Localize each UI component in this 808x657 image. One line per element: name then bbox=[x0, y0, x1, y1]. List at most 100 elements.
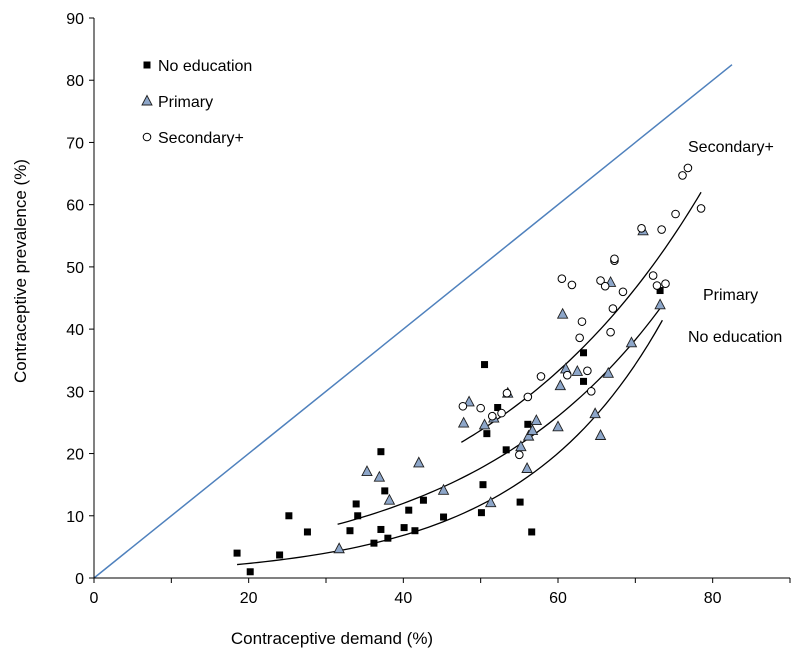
point-secondary bbox=[652, 281, 662, 290]
point-primary bbox=[437, 483, 450, 495]
point-secondary bbox=[523, 392, 533, 402]
point-primary bbox=[602, 366, 615, 378]
legend-label-secondary: Secondary+ bbox=[158, 130, 244, 147]
curve-label-no-education: No education bbox=[688, 329, 782, 346]
y-tick-label: 60 bbox=[66, 198, 84, 215]
point-primary bbox=[522, 429, 535, 441]
point-primary bbox=[383, 493, 396, 505]
point-no-education bbox=[384, 534, 392, 542]
y-tick-label: 70 bbox=[66, 135, 84, 152]
point-no-education bbox=[477, 509, 485, 517]
point-no-education bbox=[419, 496, 427, 504]
series-secondary bbox=[458, 163, 706, 460]
point-secondary bbox=[497, 408, 506, 418]
point-no-education bbox=[524, 420, 532, 428]
point-secondary bbox=[502, 388, 512, 398]
point-no-education bbox=[411, 527, 419, 535]
point-primary bbox=[457, 416, 470, 428]
point-primary bbox=[554, 379, 567, 391]
point-secondary bbox=[608, 304, 618, 313]
point-primary bbox=[361, 465, 373, 477]
legend-marker-no-education bbox=[143, 61, 151, 69]
point-no-education bbox=[352, 500, 360, 508]
point-secondary bbox=[606, 327, 615, 337]
point-secondary bbox=[600, 281, 610, 291]
point-secondary bbox=[657, 225, 666, 234]
curve-label-primary: Primary bbox=[703, 287, 758, 304]
series-primary bbox=[333, 224, 666, 554]
point-no-education bbox=[516, 498, 524, 506]
point-no-education bbox=[285, 512, 293, 520]
y-axis-title: Contraceptive prevalence (%) bbox=[11, 159, 30, 383]
point-primary bbox=[552, 420, 564, 432]
point-no-education bbox=[502, 446, 510, 454]
point-primary bbox=[515, 440, 527, 452]
point-secondary bbox=[596, 276, 605, 285]
point-primary bbox=[654, 298, 666, 310]
point-no-education bbox=[405, 506, 413, 514]
point-secondary bbox=[661, 279, 670, 288]
y-tick-label: 10 bbox=[66, 509, 84, 526]
legend-marker-primary bbox=[141, 94, 153, 106]
point-primary bbox=[521, 462, 533, 473]
x-tick-label: 20 bbox=[240, 590, 258, 607]
point-primary bbox=[333, 542, 345, 554]
y-tick-label: 90 bbox=[66, 11, 84, 28]
point-secondary bbox=[610, 254, 619, 264]
point-secondary bbox=[536, 372, 546, 381]
point-primary bbox=[463, 395, 475, 407]
y-axis: 0 10 20 30 40 50 60 70 80 90 bbox=[66, 11, 95, 588]
point-secondary bbox=[583, 366, 592, 376]
x-tick-label: 40 bbox=[394, 590, 412, 607]
point-no-education bbox=[483, 430, 491, 438]
reference-line bbox=[93, 64, 733, 579]
curve-label-secondary: Secondary+ bbox=[688, 139, 774, 156]
y-tick-label: 0 bbox=[75, 571, 84, 588]
point-secondary bbox=[567, 280, 577, 290]
point-no-education bbox=[580, 349, 588, 357]
series-no-education bbox=[233, 287, 664, 576]
y-tick-label: 80 bbox=[66, 73, 84, 90]
point-no-education bbox=[346, 527, 354, 535]
point-primary bbox=[530, 414, 543, 426]
point-primary bbox=[478, 418, 491, 430]
point-secondary bbox=[678, 171, 687, 180]
plot-area bbox=[233, 163, 706, 576]
point-no-education bbox=[377, 448, 385, 456]
point-secondary bbox=[476, 403, 485, 413]
point-secondary bbox=[618, 287, 628, 297]
point-primary bbox=[526, 424, 539, 435]
point-secondary bbox=[487, 411, 497, 421]
x-axis-title: Contraceptive demand (%) bbox=[231, 629, 433, 648]
point-secondary bbox=[557, 274, 567, 284]
point-primary bbox=[589, 407, 601, 419]
point-no-education bbox=[377, 525, 385, 533]
point-no-education bbox=[246, 568, 254, 576]
legend: No education Primary Secondary+ bbox=[141, 58, 252, 147]
x-tick-label: 60 bbox=[549, 590, 567, 607]
point-no-education bbox=[580, 377, 588, 385]
point-no-education bbox=[479, 481, 487, 489]
point-no-education bbox=[656, 287, 664, 295]
point-primary bbox=[556, 307, 569, 319]
legend-label-primary: Primary bbox=[158, 94, 213, 111]
point-no-education bbox=[494, 404, 502, 412]
point-secondary bbox=[683, 163, 693, 173]
point-no-education bbox=[233, 549, 241, 557]
y-tick-label: 50 bbox=[66, 260, 84, 277]
point-secondary bbox=[458, 401, 468, 411]
point-no-education bbox=[303, 528, 311, 536]
y-tick-label: 40 bbox=[66, 322, 84, 339]
point-no-education bbox=[381, 487, 389, 495]
x-tick-label: 0 bbox=[90, 590, 99, 607]
point-no-education bbox=[440, 513, 448, 521]
point-primary bbox=[571, 364, 584, 376]
point-no-education bbox=[370, 539, 378, 547]
point-no-education bbox=[400, 524, 408, 532]
point-primary bbox=[373, 470, 386, 482]
point-primary bbox=[413, 456, 425, 468]
x-axis: 0 20 40 60 80 bbox=[90, 577, 791, 607]
point-primary bbox=[594, 429, 607, 440]
point-secondary bbox=[586, 387, 596, 396]
